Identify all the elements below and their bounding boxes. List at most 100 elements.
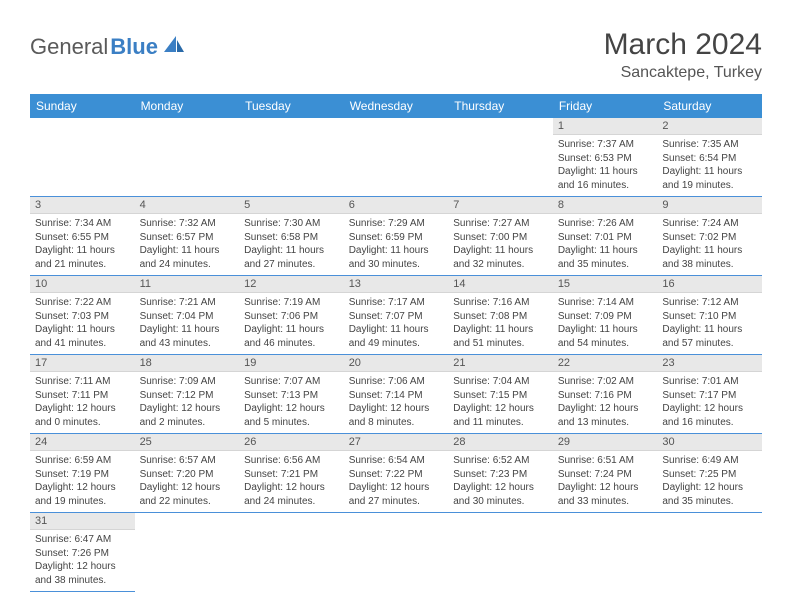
calendar-cell: 24Sunrise: 6:59 AMSunset: 7:19 PMDayligh…	[30, 434, 135, 513]
logo-text-blue: Blue	[110, 34, 158, 60]
day-content: Sunrise: 7:17 AMSunset: 7:07 PMDaylight:…	[344, 293, 449, 354]
weekday-header: Monday	[135, 94, 240, 118]
calendar-cell: 23Sunrise: 7:01 AMSunset: 7:17 PMDayligh…	[657, 355, 762, 434]
calendar-cell: 20Sunrise: 7:06 AMSunset: 7:14 PMDayligh…	[344, 355, 449, 434]
calendar-cell: 28Sunrise: 6:52 AMSunset: 7:23 PMDayligh…	[448, 434, 553, 513]
calendar-cell	[239, 513, 344, 592]
day-content: Sunrise: 7:11 AMSunset: 7:11 PMDaylight:…	[30, 372, 135, 433]
day-content: Sunrise: 7:35 AMSunset: 6:54 PMDaylight:…	[657, 135, 762, 196]
calendar-cell	[135, 513, 240, 592]
day-content: Sunrise: 6:57 AMSunset: 7:20 PMDaylight:…	[135, 451, 240, 512]
day-content: Sunrise: 6:59 AMSunset: 7:19 PMDaylight:…	[30, 451, 135, 512]
calendar-row: 3Sunrise: 7:34 AMSunset: 6:55 PMDaylight…	[30, 197, 762, 276]
day-content: Sunrise: 6:56 AMSunset: 7:21 PMDaylight:…	[239, 451, 344, 512]
calendar-cell: 14Sunrise: 7:16 AMSunset: 7:08 PMDayligh…	[448, 276, 553, 355]
day-content: Sunrise: 7:30 AMSunset: 6:58 PMDaylight:…	[239, 214, 344, 275]
day-number: 28	[448, 434, 553, 451]
month-title: March 2024	[604, 28, 762, 62]
weekday-header: Wednesday	[344, 94, 449, 118]
weekday-header: Thursday	[448, 94, 553, 118]
day-content: Sunrise: 7:14 AMSunset: 7:09 PMDaylight:…	[553, 293, 658, 354]
weekday-header: Tuesday	[239, 94, 344, 118]
weekday-header: Saturday	[657, 94, 762, 118]
day-number: 6	[344, 197, 449, 214]
calendar-cell: 8Sunrise: 7:26 AMSunset: 7:01 PMDaylight…	[553, 197, 658, 276]
calendar-cell: 7Sunrise: 7:27 AMSunset: 7:00 PMDaylight…	[448, 197, 553, 276]
day-number: 11	[135, 276, 240, 293]
calendar-cell	[239, 118, 344, 197]
calendar-cell: 13Sunrise: 7:17 AMSunset: 7:07 PMDayligh…	[344, 276, 449, 355]
day-number: 15	[553, 276, 658, 293]
day-content: Sunrise: 7:32 AMSunset: 6:57 PMDaylight:…	[135, 214, 240, 275]
day-number: 29	[553, 434, 658, 451]
day-number: 16	[657, 276, 762, 293]
calendar-row: 24Sunrise: 6:59 AMSunset: 7:19 PMDayligh…	[30, 434, 762, 513]
day-content: Sunrise: 7:26 AMSunset: 7:01 PMDaylight:…	[553, 214, 658, 275]
day-content: Sunrise: 6:47 AMSunset: 7:26 PMDaylight:…	[30, 530, 135, 591]
calendar-cell: 1Sunrise: 7:37 AMSunset: 6:53 PMDaylight…	[553, 118, 658, 197]
day-number: 14	[448, 276, 553, 293]
day-content: Sunrise: 7:16 AMSunset: 7:08 PMDaylight:…	[448, 293, 553, 354]
logo-text-general: General	[30, 34, 108, 60]
day-content: Sunrise: 7:19 AMSunset: 7:06 PMDaylight:…	[239, 293, 344, 354]
calendar-cell: 2Sunrise: 7:35 AMSunset: 6:54 PMDaylight…	[657, 118, 762, 197]
location: Sancaktepe, Turkey	[604, 64, 762, 82]
calendar-cell	[344, 118, 449, 197]
header: GeneralBlue March 2024 Sancaktepe, Turke…	[30, 28, 762, 82]
day-content: Sunrise: 6:54 AMSunset: 7:22 PMDaylight:…	[344, 451, 449, 512]
calendar-cell	[344, 513, 449, 592]
day-content: Sunrise: 7:01 AMSunset: 7:17 PMDaylight:…	[657, 372, 762, 433]
day-number: 4	[135, 197, 240, 214]
calendar-cell: 4Sunrise: 7:32 AMSunset: 6:57 PMDaylight…	[135, 197, 240, 276]
calendar-cell: 18Sunrise: 7:09 AMSunset: 7:12 PMDayligh…	[135, 355, 240, 434]
calendar-cell	[553, 513, 658, 592]
day-number: 7	[448, 197, 553, 214]
weekday-header: Sunday	[30, 94, 135, 118]
day-content: Sunrise: 7:34 AMSunset: 6:55 PMDaylight:…	[30, 214, 135, 275]
day-number: 26	[239, 434, 344, 451]
weekday-row: SundayMondayTuesdayWednesdayThursdayFrid…	[30, 94, 762, 118]
calendar-row: 10Sunrise: 7:22 AMSunset: 7:03 PMDayligh…	[30, 276, 762, 355]
calendar-cell: 3Sunrise: 7:34 AMSunset: 6:55 PMDaylight…	[30, 197, 135, 276]
calendar-cell: 21Sunrise: 7:04 AMSunset: 7:15 PMDayligh…	[448, 355, 553, 434]
calendar-cell: 12Sunrise: 7:19 AMSunset: 7:06 PMDayligh…	[239, 276, 344, 355]
day-number: 2	[657, 118, 762, 135]
day-number: 18	[135, 355, 240, 372]
day-number: 3	[30, 197, 135, 214]
day-number: 10	[30, 276, 135, 293]
calendar-cell: 9Sunrise: 7:24 AMSunset: 7:02 PMDaylight…	[657, 197, 762, 276]
calendar-cell: 26Sunrise: 6:56 AMSunset: 7:21 PMDayligh…	[239, 434, 344, 513]
calendar-cell: 6Sunrise: 7:29 AMSunset: 6:59 PMDaylight…	[344, 197, 449, 276]
calendar-cell	[135, 118, 240, 197]
weekday-header: Friday	[553, 94, 658, 118]
calendar-cell: 5Sunrise: 7:30 AMSunset: 6:58 PMDaylight…	[239, 197, 344, 276]
day-content: Sunrise: 6:51 AMSunset: 7:24 PMDaylight:…	[553, 451, 658, 512]
calendar-cell	[657, 513, 762, 592]
calendar-cell: 15Sunrise: 7:14 AMSunset: 7:09 PMDayligh…	[553, 276, 658, 355]
logo: GeneralBlue	[30, 28, 186, 60]
calendar-row: 1Sunrise: 7:37 AMSunset: 6:53 PMDaylight…	[30, 118, 762, 197]
calendar-cell: 19Sunrise: 7:07 AMSunset: 7:13 PMDayligh…	[239, 355, 344, 434]
title-block: March 2024 Sancaktepe, Turkey	[604, 28, 762, 82]
calendar-row: 17Sunrise: 7:11 AMSunset: 7:11 PMDayligh…	[30, 355, 762, 434]
day-content: Sunrise: 6:52 AMSunset: 7:23 PMDaylight:…	[448, 451, 553, 512]
calendar-body: 1Sunrise: 7:37 AMSunset: 6:53 PMDaylight…	[30, 118, 762, 592]
sail-icon	[162, 34, 186, 54]
day-content: Sunrise: 7:06 AMSunset: 7:14 PMDaylight:…	[344, 372, 449, 433]
day-content: Sunrise: 7:07 AMSunset: 7:13 PMDaylight:…	[239, 372, 344, 433]
day-content: Sunrise: 6:49 AMSunset: 7:25 PMDaylight:…	[657, 451, 762, 512]
day-number: 22	[553, 355, 658, 372]
day-content: Sunrise: 7:21 AMSunset: 7:04 PMDaylight:…	[135, 293, 240, 354]
calendar-cell: 10Sunrise: 7:22 AMSunset: 7:03 PMDayligh…	[30, 276, 135, 355]
calendar-cell: 31Sunrise: 6:47 AMSunset: 7:26 PMDayligh…	[30, 513, 135, 592]
calendar-table: SundayMondayTuesdayWednesdayThursdayFrid…	[30, 94, 762, 592]
calendar-cell: 25Sunrise: 6:57 AMSunset: 7:20 PMDayligh…	[135, 434, 240, 513]
calendar-cell: 29Sunrise: 6:51 AMSunset: 7:24 PMDayligh…	[553, 434, 658, 513]
day-content: Sunrise: 7:37 AMSunset: 6:53 PMDaylight:…	[553, 135, 658, 196]
calendar-cell: 30Sunrise: 6:49 AMSunset: 7:25 PMDayligh…	[657, 434, 762, 513]
day-number: 25	[135, 434, 240, 451]
calendar-cell	[448, 513, 553, 592]
calendar-head: SundayMondayTuesdayWednesdayThursdayFrid…	[30, 94, 762, 118]
day-number: 12	[239, 276, 344, 293]
day-content: Sunrise: 7:04 AMSunset: 7:15 PMDaylight:…	[448, 372, 553, 433]
